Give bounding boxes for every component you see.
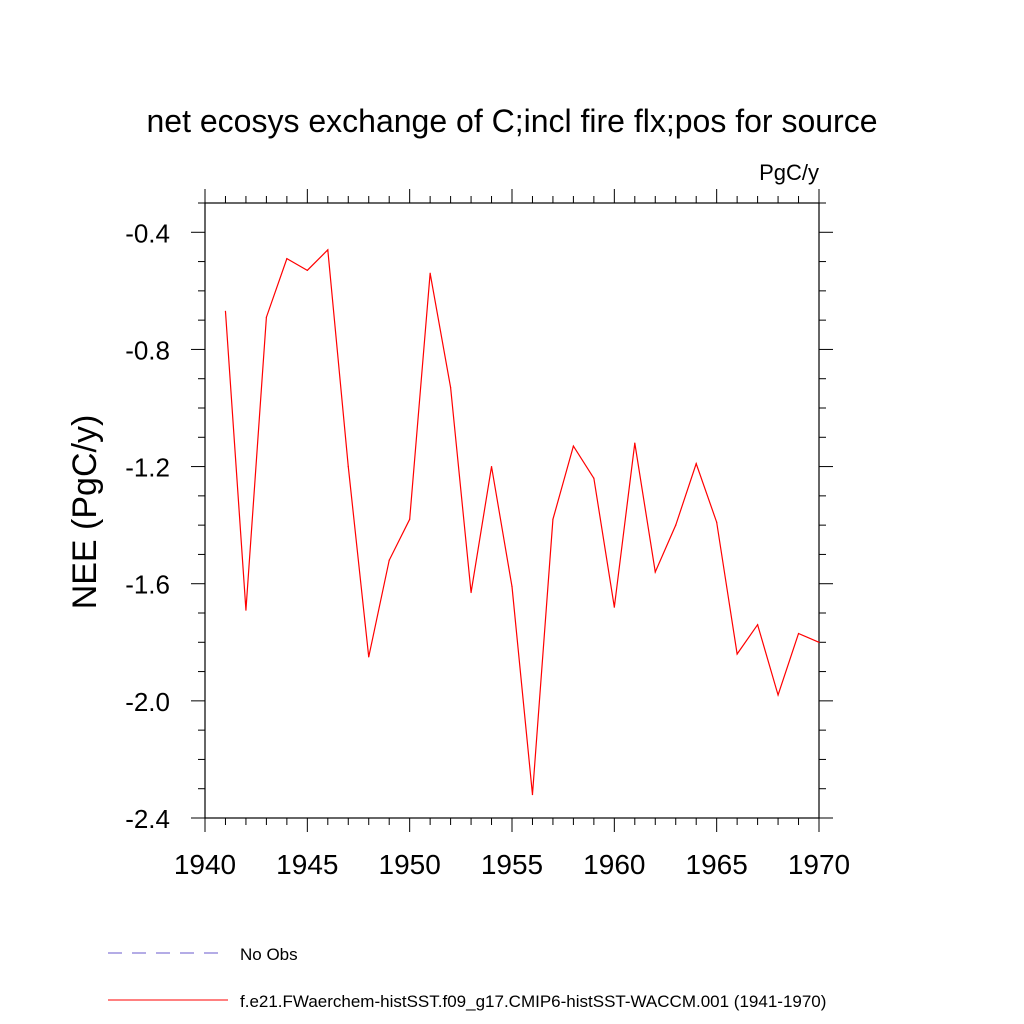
data-point [818, 641, 820, 643]
y-tick-label: -1.2 [125, 453, 170, 483]
legend: No Obs f.e21.FWaerchem-histSST.f09_g17.CM… [108, 945, 826, 1011]
y-tick-label: -2.4 [125, 804, 170, 834]
data-point [490, 465, 493, 468]
data-point [265, 316, 267, 318]
x-tick-label: 1960 [583, 849, 645, 880]
data-point [593, 477, 595, 479]
data-point [327, 249, 329, 251]
data-point [306, 269, 308, 271]
data-point [531, 793, 534, 796]
legend-label: f.e21.FWaerchem-histSST.f09_g17.CMIP6-hi… [240, 992, 826, 1011]
data-point [470, 591, 472, 594]
y-axis-label: NEE (PgC/y) [66, 415, 104, 610]
legend-label: No Obs [240, 945, 298, 964]
data-point [450, 386, 452, 389]
data-point [368, 656, 370, 658]
data-point [388, 559, 390, 561]
x-tick-label: 1940 [174, 849, 236, 880]
series-line [224, 248, 820, 795]
data-series [224, 248, 820, 796]
plot-border [204, 202, 820, 819]
data-point [286, 258, 288, 260]
data-point [777, 694, 779, 696]
units-label: PgC/y [759, 160, 819, 185]
data-point [634, 442, 636, 444]
data-point [511, 586, 513, 588]
plot-frame [204, 202, 820, 819]
x-tick-label: 1970 [788, 849, 850, 880]
x-tick-label: 1965 [686, 849, 748, 880]
data-point [613, 606, 615, 608]
x-tick-label: 1950 [379, 849, 441, 880]
x-tick-label: 1945 [276, 849, 338, 880]
data-point [224, 310, 227, 312]
axis-ticks [191, 189, 833, 832]
y-tick-label: -2.0 [125, 687, 170, 717]
data-point [675, 524, 677, 526]
data-point [736, 653, 738, 655]
chart-title: net ecosys exchange of C;incl fire flx;p… [146, 103, 877, 139]
data-point [409, 518, 411, 520]
y-tick-label: -1.6 [125, 570, 170, 600]
y-tick-label: -0.8 [125, 335, 170, 365]
data-point [429, 272, 431, 274]
data-point [572, 445, 575, 447]
data-point [797, 632, 800, 635]
data-point [347, 465, 349, 468]
axis-tick-labels: 1940 1945 1950 1955 1960 1965 1970 -0.4 -0.8 -1.2… [125, 218, 850, 880]
data-point [695, 463, 697, 465]
data-point [757, 624, 759, 626]
data-point [716, 521, 718, 523]
data-point [245, 609, 247, 611]
data-point [654, 571, 656, 573]
y-tick-label: -0.4 [125, 218, 170, 248]
data-point [552, 518, 554, 520]
x-tick-label: 1955 [481, 849, 543, 880]
